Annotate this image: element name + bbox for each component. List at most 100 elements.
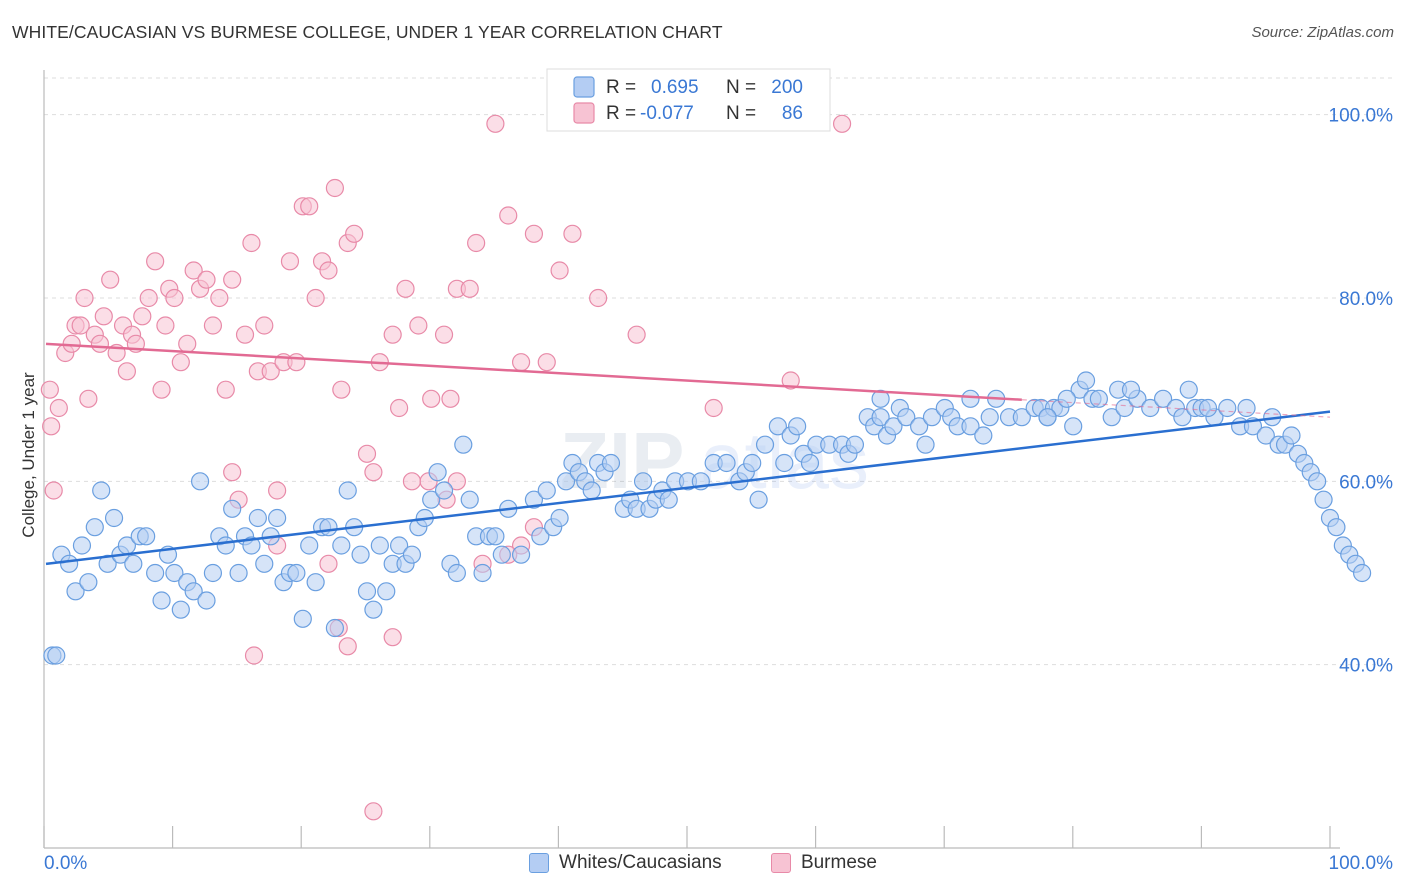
white-caucasian-point [511,545,531,564]
white-caucasian-point [961,417,980,436]
burmese-point [364,463,383,482]
burmese-point [332,380,351,399]
burmese-point [550,261,569,280]
white-caucasian-point [601,453,621,473]
white-caucasian-point [1179,380,1198,399]
burmese-point [280,252,300,271]
burmese-point [42,417,61,436]
burmese-point [511,353,531,372]
white-caucasian-point [242,536,261,555]
white-caucasian-point [1064,417,1083,436]
white-caucasian-point [357,582,377,601]
legend-n-value-1: 200 [771,77,803,98]
burmese-point [460,279,479,298]
burmese-point [325,178,344,198]
burmese-point [627,325,646,344]
burmese-point [171,353,190,372]
burmese-point [357,444,377,463]
burmese-point [178,334,197,353]
white-caucasian-point [124,554,143,573]
white-caucasian-point [79,573,98,592]
burmese-point [268,481,287,500]
white-caucasian-point [255,554,274,573]
burmese-point [90,334,110,353]
white-caucasian-point [1102,408,1121,427]
burmese-point [467,233,486,253]
burmese-point [287,353,306,372]
burmese-trend-extension [1021,399,1331,418]
legend-r-value-2: -0.077 [640,103,694,124]
burmese-point [146,252,165,271]
white-caucasian-point [582,481,601,500]
burmese-point [589,288,608,308]
burmese-point [390,398,409,418]
burmese-point [71,316,90,335]
y-tick-label: 60.0% [1339,472,1393,493]
burmese-point [244,646,264,665]
white-caucasian-point [1327,518,1346,537]
burmese-point [79,389,98,408]
burmese-point [781,371,800,390]
burmese-point [49,398,68,418]
white-caucasian-point [165,563,184,583]
white-caucasian-point [486,527,505,546]
burmese-point [139,288,158,308]
white-caucasian-point [916,435,935,454]
white-caucasian-point [1256,426,1275,445]
y-axis-label: College, Under 1 year [19,372,38,538]
white-caucasian-point [447,563,466,583]
burmese-point [563,224,582,243]
burmese-point [832,114,852,133]
burmese-point [94,307,113,326]
white-caucasian-point [197,591,216,610]
white-caucasian-point [1153,389,1173,408]
legend-item-burmese[interactable]: Burmese [770,852,877,874]
trend-lines [45,342,1331,566]
white-caucasian-point [1282,426,1301,445]
white-caucasian-point [300,536,319,555]
white-caucasian-point [1237,398,1256,418]
white-caucasian-point [910,417,929,436]
white-caucasian-point [268,508,287,528]
white-caucasian-point [1121,380,1141,399]
white-caucasian-point [319,518,338,537]
burmese-point [203,316,223,335]
white-caucasian-point [1076,371,1096,390]
white-caucasian-point [460,490,479,509]
white-caucasian-point [492,545,511,564]
y-tick-label: 80.0% [1339,289,1393,310]
source-label: Source: ZipAtlas.com [1251,24,1394,41]
white-caucasian-point [351,545,370,564]
legend-r-label-1: R = [606,77,636,98]
burmese-point [223,270,242,289]
legend-item-whites[interactable]: Whites/Caucasians [529,852,722,874]
white-caucasian-point [659,490,678,509]
white-caucasian-point [92,481,111,500]
white-caucasian-point [633,472,653,491]
white-caucasian-point [402,545,422,564]
white-caucasian-point [1038,408,1057,427]
chart-title: WHITE/CAUCASIAN VS BURMESE COLLEGE, UNDE… [12,22,723,42]
x-tick-label-min: 0.0% [44,853,87,874]
white-caucasian-point [184,582,203,601]
burmese-point [242,233,261,253]
white-caucasian-point [749,490,768,509]
legend-swatch-burmese [770,853,791,873]
white-caucasian-point [974,426,993,445]
burmese-point [441,389,460,408]
white-caucasian-point [743,453,762,473]
white-caucasian-point [473,563,492,583]
white-caucasian-point [377,582,396,601]
burmese-point [704,398,723,418]
burmese-point [197,270,216,289]
white-caucasian-point [370,536,389,555]
white-caucasian-point [171,600,190,619]
white-caucasian-point [550,508,569,528]
legend-swatch-blue [573,76,595,98]
white-caucasian-point [72,536,92,555]
white-caucasian-point [66,582,85,601]
white-caucasian-point [871,408,890,427]
burmese-point [396,279,415,298]
burmese-point [152,380,171,399]
legend-n-value-2: 86 [782,103,803,124]
